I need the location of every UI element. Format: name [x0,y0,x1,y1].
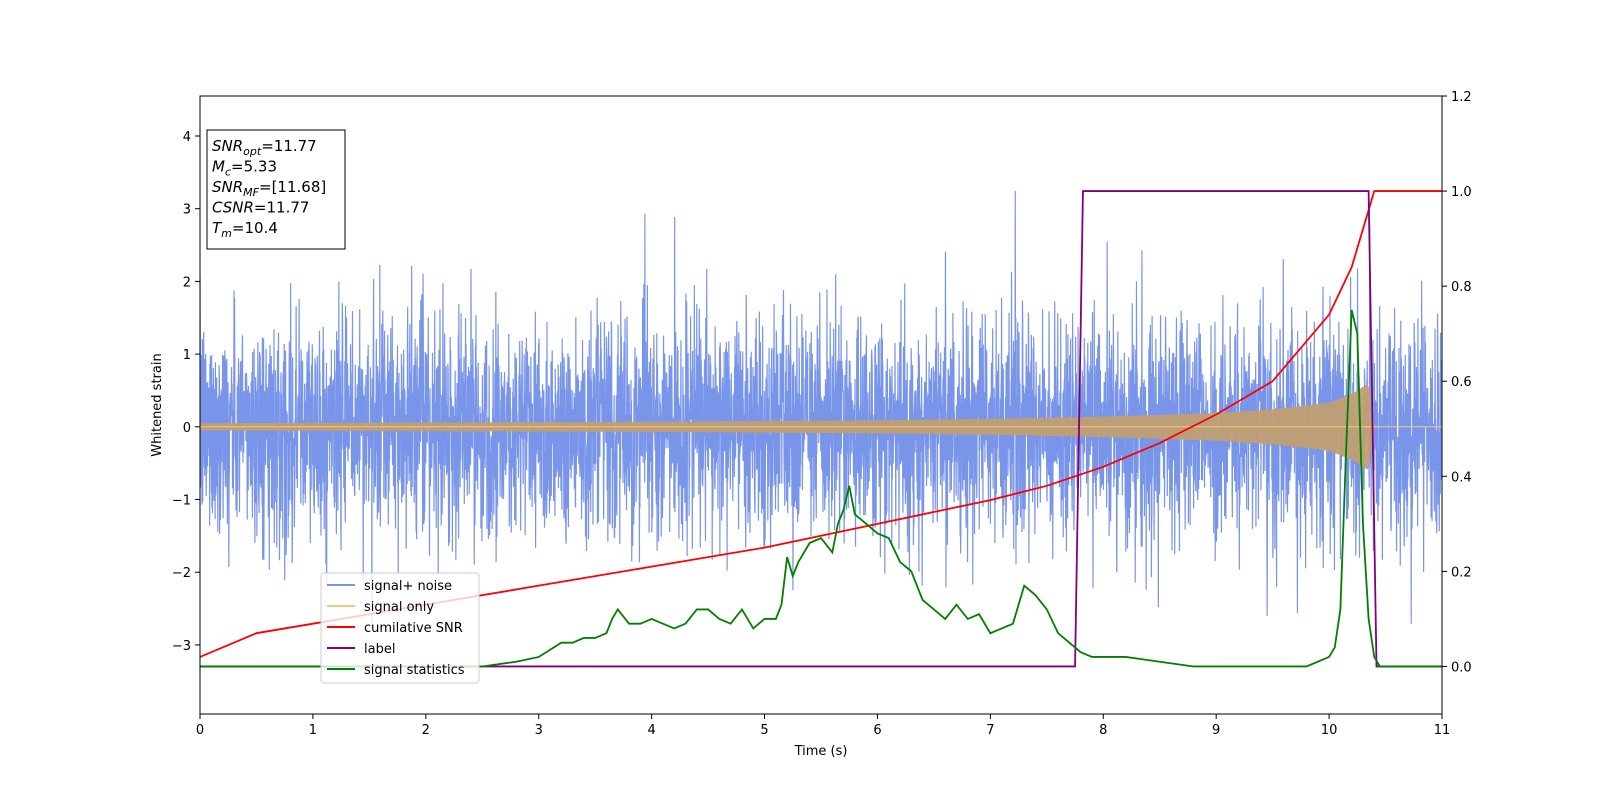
y-left-tick-label: 1 [183,348,191,363]
legend-label: label [364,642,395,657]
y-left-tick-label: 3 [183,203,191,218]
x-tick-label: 1 [309,723,317,738]
x-tick-label: 3 [535,723,543,738]
legend-frame [320,572,480,684]
x-tick-label: 5 [760,723,768,738]
info-box: SNRopt=11.77Mc=5.33SNRMF=[11.68]CSNR=11.… [206,129,346,250]
y-left-tick-label: −3 [172,639,191,654]
y-axis-left-ticks: −3 −2 −1 0 1 2 3 4 [172,130,200,654]
x-tick-label: 6 [873,723,881,738]
legend-label: signal only [364,600,434,615]
x-axis-label: Time (s) [794,744,848,759]
series-signal-statistics-line [200,309,1442,668]
x-tick-label: 8 [1099,723,1107,738]
y-right-tick-label: 0.8 [1451,280,1472,295]
y-axis-label: Whitened strain [150,353,165,456]
legend-label: cumilative SNR [364,621,463,636]
x-tick-label: 11 [1434,723,1451,738]
info-box-frame [206,129,346,250]
x-axis-ticks: 0 1 2 3 4 5 6 7 8 9 10 11 [196,714,1450,738]
info-box-line: SNRopt=11.77 [212,137,317,158]
x-tick-label: 7 [986,723,994,738]
info-box-line: CSNR=11.77 [212,199,309,217]
x-tick-label: 4 [647,723,655,738]
y-left-tick-label: −2 [172,566,191,581]
plot-frame [199,95,1443,715]
legend-label: signal+ noise [364,579,452,594]
x-tick-label: 0 [196,723,204,738]
info-box-line: Mc=5.33 [212,158,277,179]
info-box-line: Tm=10.4 [212,219,278,240]
y-right-tick-label: 1.0 [1451,185,1472,200]
y-axis-right-ticks: 0.0 0.2 0.4 0.6 0.8 1.0 1.2 [1442,90,1472,675]
y-right-tick-label: 0.4 [1451,470,1472,485]
y-left-tick-label: 0 [183,421,191,436]
y-right-tick-label: 0.0 [1451,660,1472,675]
x-tick-label: 10 [1321,723,1338,738]
y-left-tick-label: 2 [183,275,191,290]
legend-label: signal statistics [364,663,465,678]
y-left-tick-label: 4 [183,130,191,145]
x-tick-label: 2 [422,723,430,738]
y-right-tick-label: 0.2 [1451,565,1472,580]
info-box-line: SNRMF=[11.68] [212,178,326,199]
y-right-tick-label: 0.6 [1451,375,1472,390]
y-left-tick-label: −1 [172,494,191,509]
x-tick-label: 9 [1212,723,1220,738]
y-right-tick-label: 1.2 [1451,90,1472,105]
legend: signal+ noise signal only cumilative SNR la… [320,572,480,684]
